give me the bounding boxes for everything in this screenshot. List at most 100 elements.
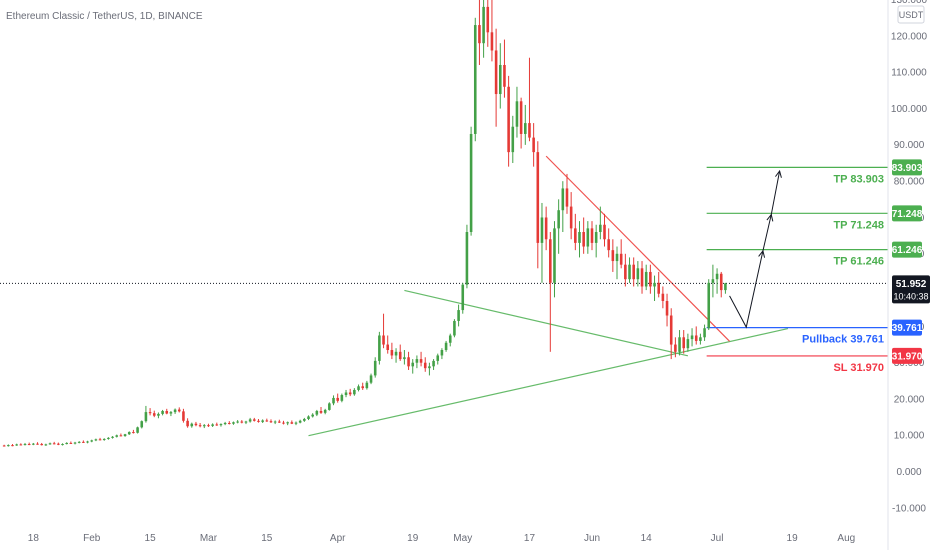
candle-body <box>561 188 565 211</box>
candle <box>132 429 135 434</box>
level-labels: TP 83.903 TP 71.248 TP 61.246 Pullback 39.7… <box>802 173 884 374</box>
candle <box>386 335 390 354</box>
candle-body <box>186 420 189 427</box>
candle <box>565 173 569 214</box>
candle <box>699 333 702 345</box>
candle-body <box>148 412 152 414</box>
candle <box>411 359 415 374</box>
candle <box>686 333 690 352</box>
candle-body <box>682 337 686 349</box>
candle <box>202 424 206 429</box>
candle <box>365 380 369 390</box>
candle-body <box>411 362 415 367</box>
candle <box>607 228 610 258</box>
candle-body <box>473 25 477 134</box>
chart-title: Ethereum Classic / TetherUS, 1D, BINANCE <box>6 11 203 22</box>
candle <box>515 86 519 138</box>
candle <box>228 421 231 425</box>
candle <box>461 282 465 314</box>
candle <box>419 351 423 367</box>
candle-body <box>544 217 548 240</box>
price-tag-box <box>892 347 922 364</box>
candle <box>678 330 681 356</box>
candle <box>48 442 52 445</box>
candle <box>69 441 73 444</box>
candle-body <box>636 268 640 280</box>
candle <box>65 442 68 445</box>
candle <box>594 224 598 258</box>
candle-body <box>686 339 690 349</box>
candle <box>2 444 6 447</box>
candle-body <box>361 386 364 389</box>
x-tick-label: Aug <box>837 533 855 544</box>
candle-body <box>286 422 289 424</box>
candle <box>690 328 694 347</box>
candle-body <box>553 228 556 283</box>
candle <box>207 423 210 427</box>
candle <box>448 333 452 347</box>
candle <box>273 420 277 425</box>
candle <box>90 439 94 443</box>
candle <box>628 257 631 283</box>
candle <box>32 442 35 446</box>
candle-body <box>261 420 264 422</box>
candle <box>303 417 306 422</box>
candle-body <box>503 64 506 87</box>
level-label-tp3: TP 83.903 <box>833 173 884 185</box>
price-tag-pullback: 39.761 <box>892 319 923 336</box>
candle-body <box>119 435 123 437</box>
x-tick-label: 15 <box>261 533 273 544</box>
candle-body <box>557 210 560 229</box>
price-tag-box <box>892 241 922 258</box>
currency-badge[interactable]: USDT <box>897 5 925 24</box>
candle-body <box>536 152 540 243</box>
candle <box>190 422 194 428</box>
candle <box>703 324 706 341</box>
candle-body <box>569 206 573 229</box>
price-tag-box <box>892 159 922 176</box>
x-tick-label: 18 <box>28 533 40 544</box>
candle <box>524 104 527 145</box>
candle-body <box>73 442 77 444</box>
candle-body <box>303 418 306 421</box>
candle <box>715 268 719 294</box>
candle-body <box>182 411 185 421</box>
price-tag-text: 39.761 <box>892 323 923 334</box>
candle <box>407 351 410 370</box>
candle <box>115 434 119 438</box>
candle <box>378 331 381 365</box>
y-tick-label: 20.000 <box>894 394 925 405</box>
candle <box>482 0 485 58</box>
candle-body <box>373 360 377 376</box>
candle-body <box>678 337 681 352</box>
candle <box>423 357 427 372</box>
candle <box>278 419 281 423</box>
price-tag-box <box>892 205 922 222</box>
candle <box>311 413 314 418</box>
candle-body <box>107 437 110 439</box>
candle-body <box>132 432 135 434</box>
candle-body <box>48 443 52 445</box>
candle <box>357 384 360 392</box>
candle <box>257 418 260 423</box>
candle-body <box>86 441 89 443</box>
candle-body <box>157 413 160 416</box>
candle-body <box>23 444 27 446</box>
x-tick-label: Mar <box>200 533 218 544</box>
candle-body <box>336 397 339 401</box>
y-tick-label: 120.000 <box>891 31 928 42</box>
candle-body <box>348 392 352 395</box>
x-tick-label: Feb <box>83 533 101 544</box>
candle-body <box>161 411 164 414</box>
candle-body <box>144 412 148 422</box>
trendline-falling-wedge-upper <box>545 155 731 342</box>
candle <box>336 393 339 403</box>
candle-body <box>2 445 6 447</box>
candle-body <box>244 421 248 423</box>
candle <box>569 192 573 240</box>
candle <box>398 344 402 361</box>
candle <box>478 0 481 65</box>
candle <box>582 217 585 254</box>
